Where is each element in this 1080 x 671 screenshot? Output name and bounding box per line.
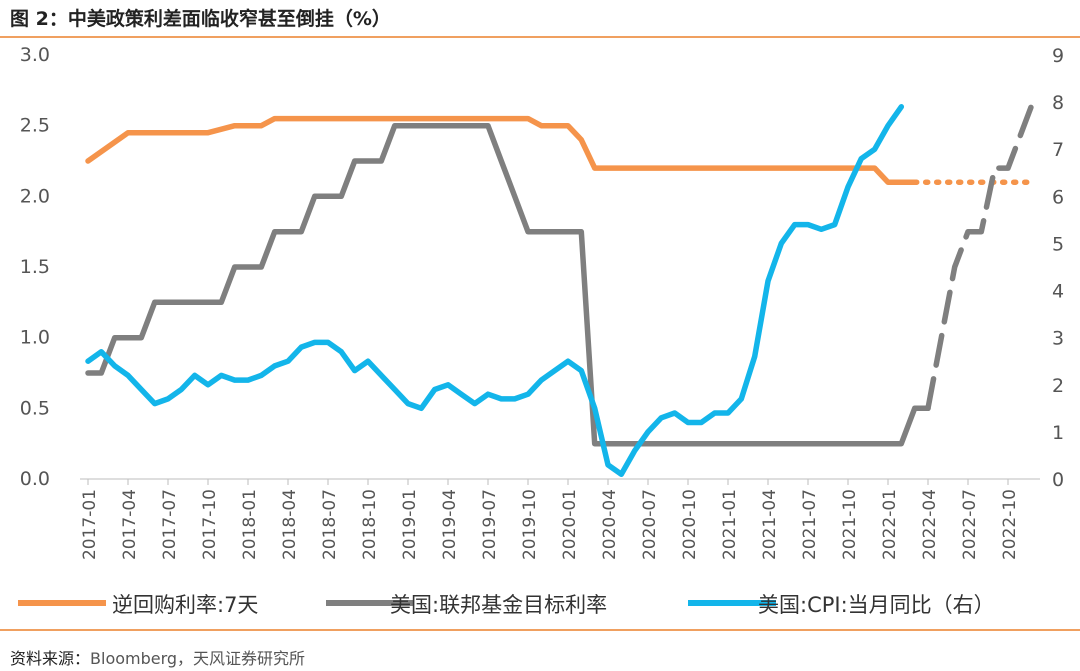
y-right-tick-label: 0	[1052, 469, 1064, 491]
x-tick-label: 2020-01	[560, 489, 580, 560]
x-tick-label: 2022-10	[1000, 489, 1020, 560]
y-right-tick-label: 4	[1052, 281, 1064, 303]
chart-series	[85, 94, 1038, 478]
series-line-reverse_repo	[85, 115, 918, 185]
y-left-tick-label: 0.0	[20, 468, 50, 490]
x-tick-label: 2021-07	[800, 489, 820, 560]
x-tick-label: 2017-04	[120, 489, 140, 560]
chart-legend: 逆回购利率:7天 美国:联邦基金目标利率 美国:CPI:当月同比（右）	[18, 593, 995, 617]
legend-label-reverse_repo: 逆回购利率:7天	[112, 593, 258, 617]
x-tick-label: 2021-10	[840, 489, 860, 560]
y-left-tick-label: 1.0	[20, 327, 50, 349]
x-tick-label: 2017-07	[160, 489, 180, 560]
y-right-tick-label: 6	[1052, 186, 1064, 208]
y-left-tick-label: 2.5	[20, 115, 50, 137]
y-left-tick-label: 1.5	[20, 256, 50, 278]
y-right-tick-label: 1	[1052, 422, 1064, 444]
chart-title: 图 2：中美政策利差面临收窄甚至倒挂（%）	[10, 8, 391, 30]
y-left-tick-label: 0.5	[20, 397, 50, 419]
x-tick-label: 2020-10	[680, 489, 700, 560]
y-right-tick-label: 2	[1052, 375, 1064, 397]
x-tick-label: 2017-01	[80, 489, 100, 560]
y-left-tick-label: 3.0	[20, 44, 50, 66]
x-tick-label: 2020-04	[600, 489, 620, 560]
x-tick-label: 2021-04	[760, 489, 780, 560]
x-tick-label: 2022-01	[880, 489, 900, 560]
source-text: Bloomberg，天风证券研究所	[90, 649, 306, 668]
legend-label-fed_rate: 美国:联邦基金目标利率	[390, 593, 607, 617]
x-tick-label: 2019-01	[400, 489, 420, 560]
x-tick-label: 2020-07	[640, 489, 660, 560]
x-tick-label: 2017-10	[200, 489, 220, 560]
chart-axes: 0.0 0.5 1.0 1.5 2.0 2.5 3.0 0 1 2 3 4 5 6 7 8 9 2017-01 20…	[20, 44, 1064, 560]
y-right-tick-label: 7	[1052, 139, 1064, 161]
x-tick-label: 2018-01	[240, 489, 260, 560]
x-tick-label: 2022-07	[960, 489, 980, 560]
chart-canvas: 0.0 0.5 1.0 1.5 2.0 2.5 3.0 0 1 2 3 4 5 6 7 8 9 2017-01 20…	[18, 44, 1064, 617]
x-tick-label: 2018-07	[320, 489, 340, 560]
x-tick-label: 2018-04	[280, 489, 300, 560]
y-right-tick-label: 8	[1052, 92, 1064, 114]
source-rule	[0, 629, 1080, 631]
series-line-fed_rate	[85, 122, 931, 447]
y-right-tick-label: 9	[1052, 45, 1064, 67]
x-tick-label: 2022-04	[920, 489, 940, 560]
source-note: 资料来源：Bloomberg，天风证券研究所	[10, 645, 305, 669]
y-left-tick-label: 2.0	[20, 185, 50, 207]
source-label: 资料来源：	[10, 649, 91, 668]
legend-label-us_cpi: 美国:CPI:当月同比（右）	[758, 593, 995, 617]
series-line-us_cpi	[85, 104, 905, 478]
x-tick-label: 2019-10	[520, 489, 540, 560]
x-tick-label: 2021-01	[720, 489, 740, 560]
x-tick-label: 2019-04	[440, 489, 460, 560]
y-right-tick-label: 5	[1052, 233, 1064, 255]
title-rule	[0, 36, 1080, 38]
x-tick-label: 2019-07	[480, 489, 500, 560]
y-right-tick-label: 3	[1052, 328, 1064, 350]
x-tick-label: 2018-10	[360, 489, 380, 560]
series-forecast-fed_rate	[925, 94, 1038, 412]
